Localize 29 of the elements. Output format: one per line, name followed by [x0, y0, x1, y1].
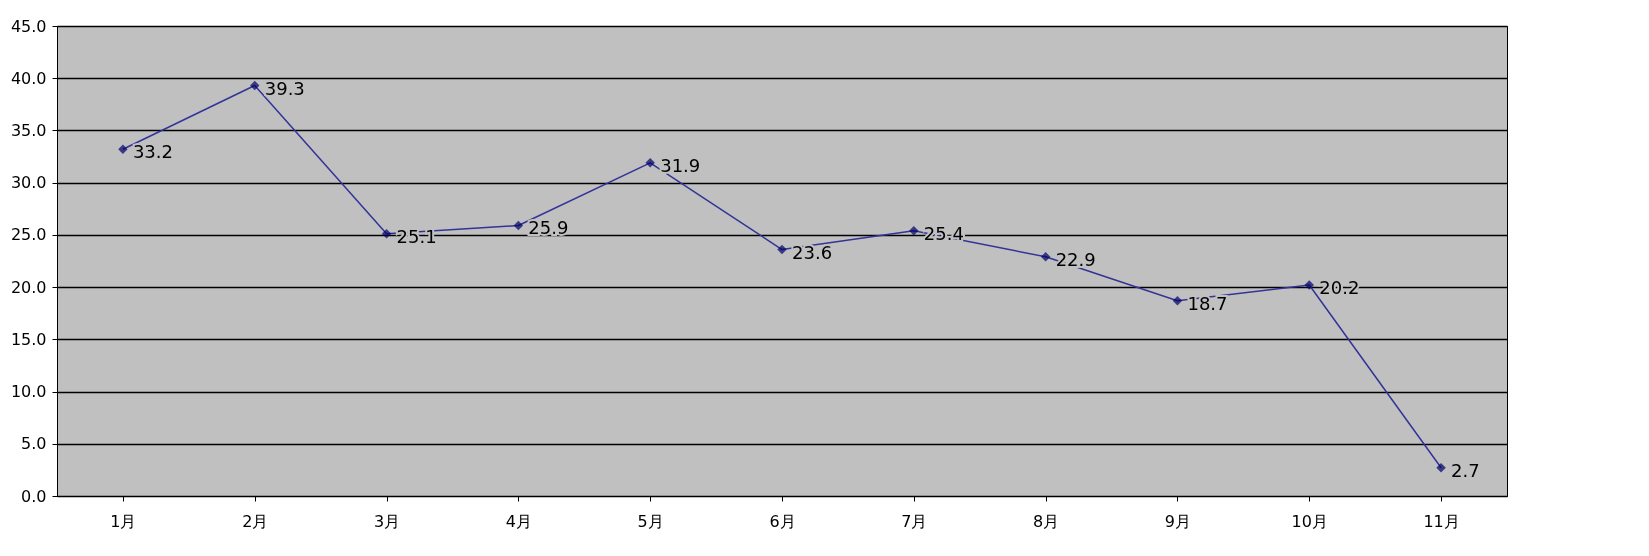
y-tick-label: 25.0: [10, 225, 47, 245]
data-label: 2.7: [1451, 459, 1480, 481]
data-label: 18.7: [1187, 292, 1228, 314]
y-tick-label: 20.0: [10, 277, 47, 297]
x-tick-label: 1月: [110, 511, 137, 531]
y-tick-label: 45.0: [10, 16, 47, 36]
x-tick-label: 7月: [901, 511, 928, 531]
x-tick-label: 11月: [1423, 511, 1460, 531]
y-tick-label: 30.0: [10, 173, 47, 193]
data-label: 33.2: [132, 141, 173, 163]
x-tick-label: 5月: [637, 511, 664, 531]
data-label: 31.9: [660, 154, 701, 176]
x-tick-label: 3月: [373, 511, 401, 531]
y-tick-label: 40.0: [10, 68, 47, 88]
data-label: 22.9: [1055, 248, 1096, 270]
x-tick-label: 2月: [242, 511, 269, 531]
data-label: 25.9: [528, 217, 569, 239]
data-label: 23.6: [792, 241, 833, 263]
y-tick-label: 15.0: [10, 329, 47, 349]
x-tick-label: 6月: [769, 511, 796, 531]
x-tick-label: 9月: [1164, 511, 1192, 531]
x-tick-label: 4月: [505, 511, 532, 531]
data-label: 39.3: [264, 77, 305, 99]
y-tick-label: 10.0: [10, 382, 47, 402]
x-tick-label: 8月: [1033, 511, 1060, 531]
y-tick-label: 5.0: [21, 434, 47, 454]
x-tick-label: 10月: [1291, 511, 1328, 531]
y-tick-label: 0.0: [21, 486, 47, 506]
y-tick-label: 35.0: [10, 120, 47, 140]
